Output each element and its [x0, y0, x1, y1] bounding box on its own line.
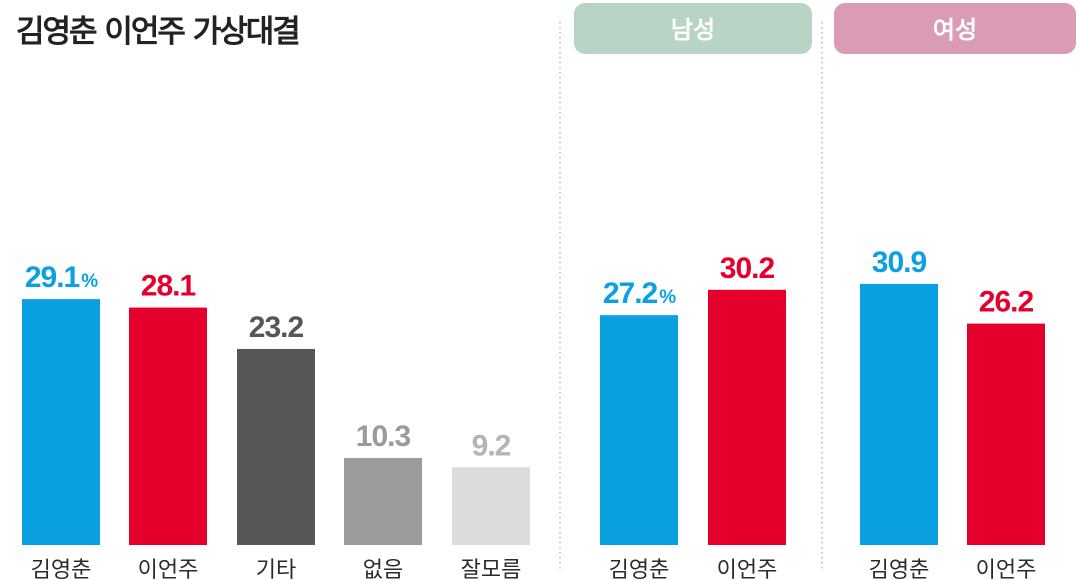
category-label: 이언주 — [717, 558, 778, 580]
panel-female: 여성 30.9 김영춘 26.2 이언주 — [834, 3, 1076, 580]
panel-overall: 29.1 % 김영춘 28.1 이언주 23.2 기타 10.3 없음 9.2 잘모름 — [22, 261, 530, 580]
category-label: 이언주 — [138, 558, 199, 580]
bar — [860, 283, 938, 545]
bar — [22, 299, 100, 545]
data-label: 30.9 — [872, 246, 927, 279]
panel-badge-label: 남성 — [671, 16, 715, 44]
panel-male: 남성 27.2 % 김영춘 30.2 이언주 — [574, 3, 812, 580]
data-label: 27.2% — [603, 277, 676, 310]
data-label: 28.1 — [141, 270, 196, 303]
category-label: 김영춘 — [609, 558, 670, 580]
panel-badge-background — [574, 3, 812, 54]
category-label: 김영춘 — [869, 558, 930, 580]
bar — [708, 289, 786, 545]
bar — [452, 467, 530, 545]
chart-title: 김영춘 이언주 가상대결 — [16, 14, 301, 50]
data-label: 10.3 — [356, 420, 411, 453]
bar — [237, 348, 315, 545]
data-label: 26.2 — [979, 286, 1034, 319]
data-label: 23.2 — [249, 311, 304, 344]
data-label: 9.2 — [472, 429, 511, 462]
panel-badge-label: 여성 — [933, 16, 977, 44]
bar — [129, 307, 207, 545]
category-label: 이언주 — [976, 558, 1037, 580]
data-label: 30.2 — [720, 252, 775, 285]
category-label: 기타 — [256, 558, 296, 580]
panel-badge: 남성 — [574, 3, 812, 54]
bar — [344, 457, 422, 545]
category-label: 잘모름 — [461, 558, 522, 580]
category-label: 김영춘 — [31, 558, 92, 580]
bar — [967, 323, 1045, 545]
panel-badge: 여성 — [834, 3, 1076, 54]
category-label: 없음 — [363, 558, 403, 580]
panel-badge-background — [834, 3, 1076, 54]
data-label: 29.1% — [25, 261, 98, 294]
bar — [600, 315, 678, 545]
